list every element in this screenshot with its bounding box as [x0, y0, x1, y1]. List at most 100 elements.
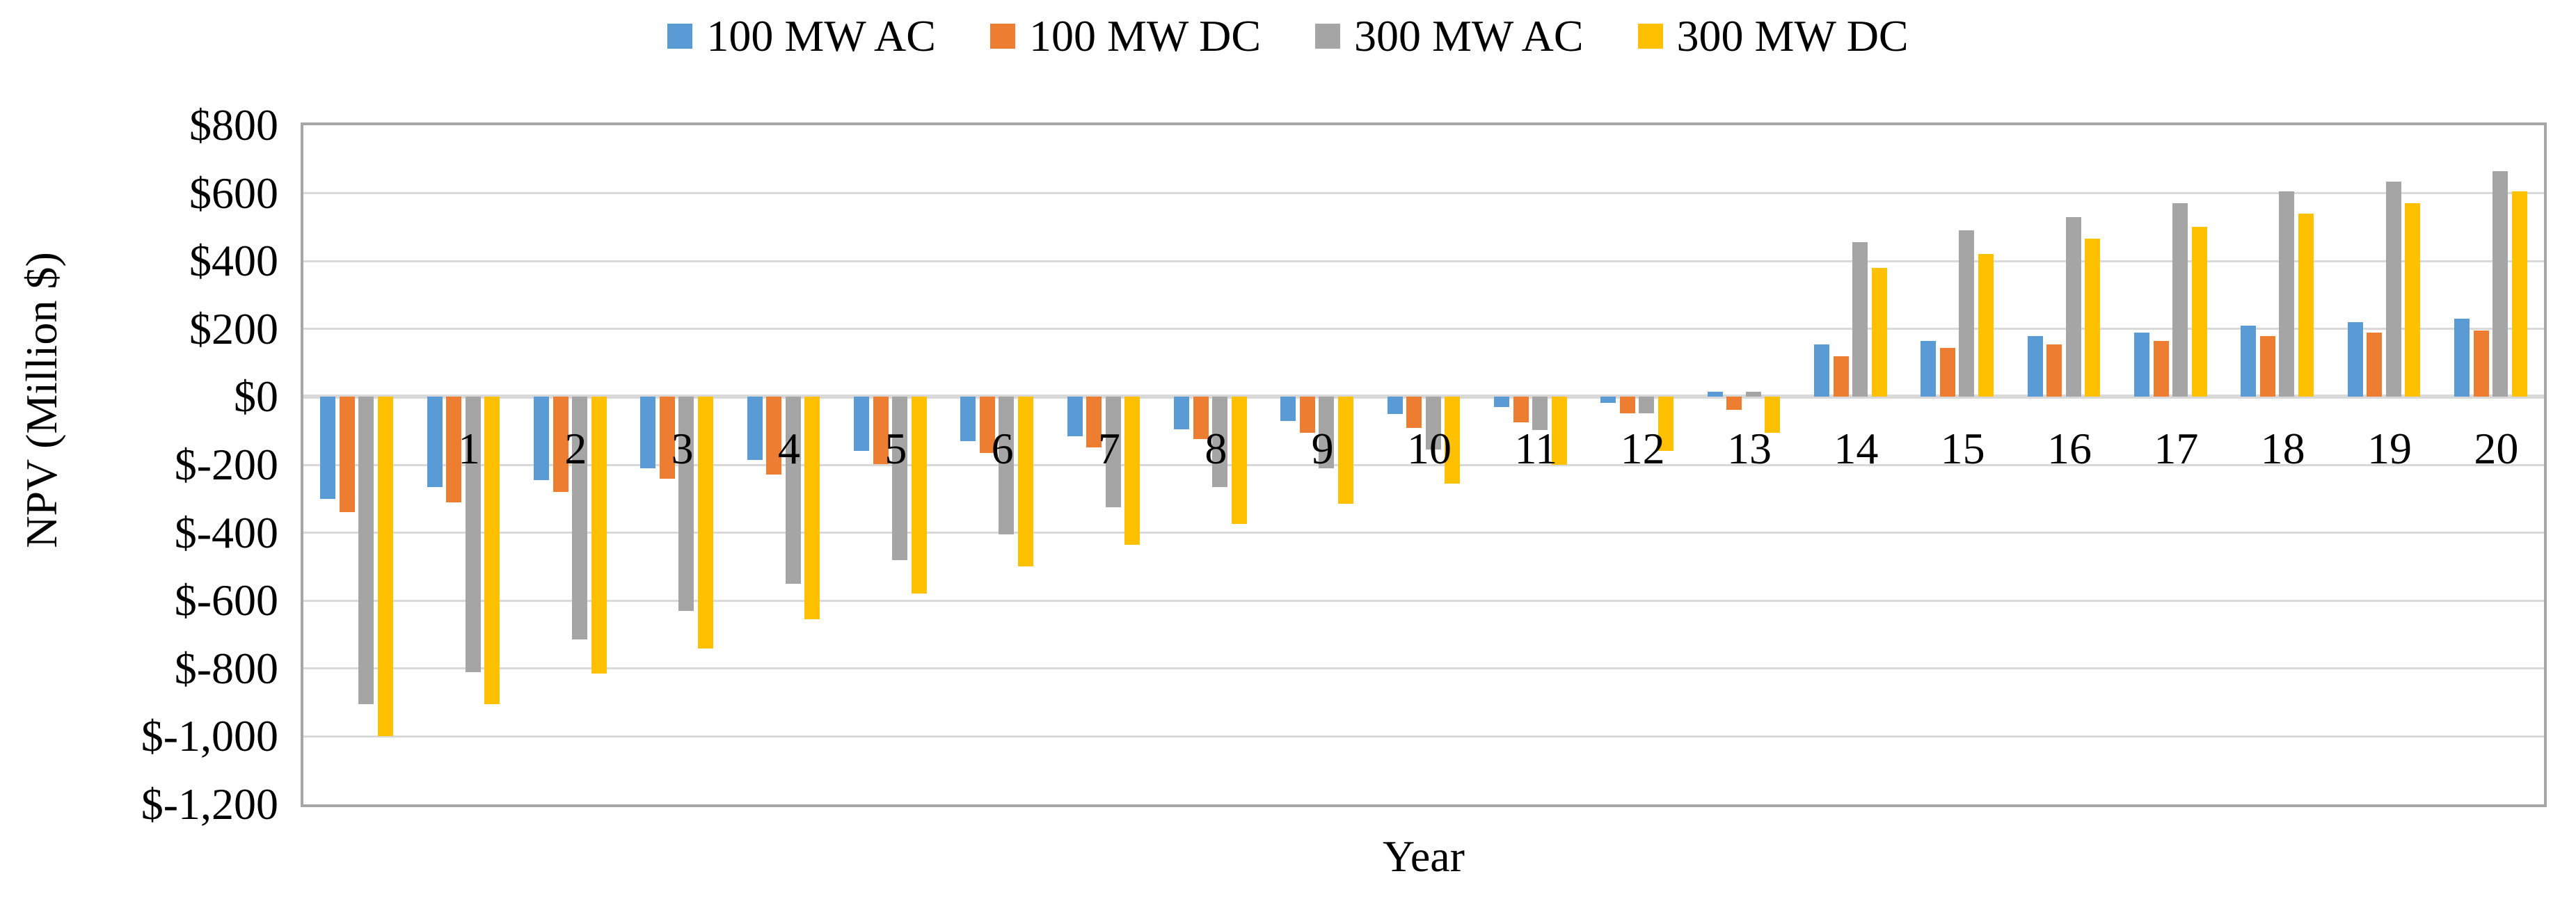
x-tick-label: 17	[2154, 424, 2199, 474]
bar-300-mw-dc-year-17	[2191, 227, 2207, 397]
bar-300-mw-dc-year-2	[591, 397, 607, 674]
x-tick-label: 8	[1204, 424, 1227, 474]
bar-300-mw-ac-year-1	[465, 397, 481, 672]
y-tick-label: $200	[189, 303, 278, 353]
gridline	[303, 328, 2544, 331]
bar-300-mw-ac-year-18	[2279, 191, 2295, 397]
legend-swatch-icon	[989, 24, 1015, 49]
bar-300-mw-ac-year-11	[1532, 397, 1548, 431]
plot-area: 1 2 3 4 5 6 7 8 9 10 11 12 13 14 15 16 17 18 19 20	[301, 122, 2547, 807]
y-tick-label: $400	[189, 236, 278, 286]
bar-100-mw-ac-year-3	[640, 397, 656, 468]
bar-300-mw-dc-year-9	[1337, 397, 1353, 504]
legend-item-100-mw-ac: 100 MW AC	[667, 10, 936, 63]
x-tick-label: 1	[458, 424, 480, 474]
bar-100-mw-ac-year-1	[427, 397, 443, 487]
bar-300-mw-dc-year-14	[1871, 267, 1887, 397]
legend-swatch-icon	[1637, 24, 1663, 49]
bar-300-mw-ac-year-17	[2172, 203, 2188, 397]
bar-100-mw-dc-year-4	[766, 397, 782, 475]
bar-300-mw-dc-year-19	[2405, 203, 2421, 397]
x-tick-label: 9	[1311, 424, 1334, 474]
x-tick-label: 2	[564, 424, 587, 474]
x-tick-label: 11	[1514, 424, 1558, 474]
bar-100-mw-dc-year-11	[1513, 397, 1529, 422]
bar-100-mw-dc-year-0	[339, 397, 355, 513]
bar-100-mw-dc-year-13	[1726, 397, 1742, 411]
y-tick-label: $-400	[174, 507, 278, 557]
bar-300-mw-dc-year-18	[2298, 213, 2314, 397]
bar-300-mw-ac-year-9	[1319, 397, 1335, 468]
bar-100-mw-dc-year-15	[1939, 347, 1955, 397]
bar-100-mw-dc-year-6	[979, 397, 995, 453]
legend-item-300-mw-dc: 300 MW DC	[1637, 10, 1909, 63]
bar-100-mw-dc-year-3	[659, 397, 675, 479]
bar-300-mw-dc-year-16	[2085, 239, 2101, 397]
bar-100-mw-ac-year-20	[2454, 319, 2470, 397]
legend-label: 100 MW DC	[1028, 11, 1261, 61]
bar-100-mw-ac-year-15	[1921, 340, 1937, 397]
bar-300-mw-ac-year-10	[1425, 397, 1441, 450]
gridline	[303, 667, 2544, 670]
bar-300-mw-ac-year-6	[999, 397, 1015, 535]
gridline	[303, 260, 2544, 262]
bar-100-mw-ac-year-12	[1600, 397, 1616, 404]
bar-300-mw-ac-year-20	[2492, 170, 2509, 397]
x-tick-label: 15	[1940, 424, 1985, 474]
bar-300-mw-ac-year-0	[358, 397, 374, 705]
legend-label: 100 MW AC	[706, 11, 936, 61]
legend-item-100-mw-dc: 100 MW DC	[989, 10, 1261, 63]
bar-300-mw-ac-year-12	[1639, 397, 1655, 413]
y-tick-label: $-200	[174, 440, 278, 489]
bar-100-mw-dc-year-2	[552, 397, 569, 493]
legend-swatch-icon	[667, 24, 693, 49]
y-axis-title: NPV (Million $)	[17, 252, 66, 548]
bar-100-mw-ac-year-16	[2027, 335, 2043, 397]
bar-100-mw-ac-year-0	[320, 397, 336, 499]
bar-300-mw-dc-year-13	[1765, 397, 1781, 433]
bar-100-mw-ac-year-10	[1387, 397, 1403, 414]
x-tick-label: 14	[1834, 424, 1879, 474]
x-tick-label: 7	[1098, 424, 1120, 474]
x-tick-label: 10	[1407, 424, 1452, 474]
y-tick-label: $-600	[174, 575, 278, 626]
bar-300-mw-dc-year-6	[1017, 397, 1033, 567]
legend-label: 300 MW DC	[1676, 11, 1909, 61]
bar-300-mw-dc-year-5	[911, 397, 927, 594]
bar-100-mw-dc-year-8	[1193, 397, 1209, 440]
x-axis-title: Year	[1383, 832, 1465, 881]
gridline	[303, 599, 2544, 602]
x-tick-label: 20	[2474, 424, 2519, 474]
bar-300-mw-ac-year-3	[678, 397, 694, 611]
bar-300-mw-dc-year-7	[1124, 397, 1140, 545]
bar-300-mw-ac-year-14	[1852, 242, 1868, 397]
gridline	[303, 463, 2544, 466]
bar-100-mw-dc-year-17	[2153, 340, 2169, 397]
bar-100-mw-ac-year-14	[1814, 344, 1830, 397]
bar-300-mw-ac-year-15	[1959, 230, 1975, 397]
bar-100-mw-ac-year-8	[1174, 397, 1190, 429]
bar-100-mw-ac-year-5	[854, 397, 870, 452]
y-tick-label: $0	[234, 372, 278, 422]
y-tick-label: $-1,200	[141, 779, 278, 829]
bar-100-mw-dc-year-5	[873, 397, 889, 464]
x-tick-label: 16	[2047, 424, 2092, 474]
bar-300-mw-dc-year-20	[2511, 191, 2527, 397]
bar-300-mw-ac-year-19	[2385, 181, 2401, 397]
x-tick-label: 12	[1620, 424, 1665, 474]
x-tick-label: 6	[991, 424, 1014, 474]
bar-300-mw-dc-year-1	[484, 397, 500, 705]
bar-100-mw-dc-year-1	[446, 397, 462, 502]
bar-300-mw-ac-year-2	[572, 397, 588, 640]
bar-100-mw-ac-year-7	[1067, 397, 1083, 436]
bar-300-mw-dc-year-3	[697, 397, 713, 649]
x-tick-label: 5	[884, 424, 907, 474]
bar-100-mw-ac-year-9	[1280, 397, 1296, 421]
bar-300-mw-dc-year-8	[1231, 397, 1247, 525]
y-tick-label: $-1,000	[141, 711, 278, 761]
gridline	[303, 532, 2544, 534]
bar-100-mw-dc-year-20	[2473, 331, 2489, 397]
bar-300-mw-dc-year-0	[377, 397, 393, 737]
x-tick-label: 13	[1727, 424, 1772, 474]
